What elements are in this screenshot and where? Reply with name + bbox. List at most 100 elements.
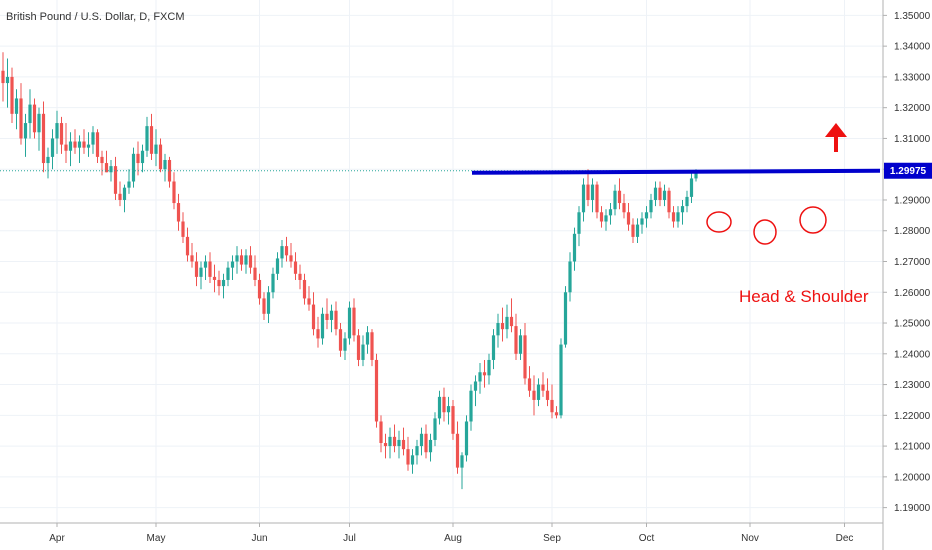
candle-body (190, 255, 194, 262)
candle-body (410, 455, 415, 465)
candle-bullish (464, 415, 469, 462)
candle-body (401, 439, 406, 450)
chart-title: British Pound / U.S. Dollar, D, FXCM (6, 11, 185, 23)
candle-body (352, 307, 356, 336)
candle-bullish (199, 261, 203, 290)
candle-body (473, 381, 478, 391)
candle-body (311, 304, 316, 330)
neckline-line (471, 168, 881, 175)
candle-body (140, 150, 145, 164)
candle-body (478, 372, 482, 382)
price-tick-label: 1.25000 (894, 319, 931, 330)
candle-body (64, 144, 68, 151)
candle-bearish (95, 129, 100, 164)
candle-bearish (10, 67, 14, 124)
candle-bullish (536, 378, 541, 407)
candle-bullish (397, 430, 401, 459)
candle-body (460, 455, 464, 468)
candle-bullish (491, 329, 496, 370)
candle-bearish (1, 52, 5, 102)
candle-bearish (212, 264, 217, 293)
candle-body (613, 190, 617, 210)
price-tick-label: 1.35000 (894, 11, 931, 22)
candle-bearish (356, 329, 361, 367)
candle-body (185, 236, 190, 256)
candle-body (194, 261, 199, 277)
candle-bullish (478, 363, 482, 394)
time-tick-label: Jun (251, 533, 267, 544)
candle-body (635, 224, 640, 237)
candle-body (370, 332, 374, 360)
candle-body (626, 212, 631, 225)
candle-body (622, 203, 626, 213)
time-axis[interactable]: Apr May Jun Jul Aug Sep Oct Nov Dec (49, 523, 853, 544)
candle-bearish (185, 227, 190, 262)
candle-body (365, 332, 370, 345)
time-tick-label: Aug (444, 533, 462, 544)
candle-body (208, 261, 212, 277)
candle-bearish (113, 156, 118, 200)
candle-body (361, 344, 365, 360)
candle-bullish (329, 304, 334, 333)
price-tick-label: 1.29000 (894, 195, 931, 206)
candle-bearish (217, 270, 221, 296)
candle-bullish (347, 301, 352, 345)
candle-bullish (433, 412, 437, 447)
candle-bearish (253, 255, 257, 287)
candle-bearish (248, 246, 253, 274)
candle-bullish (271, 267, 275, 299)
candle-body (464, 421, 469, 456)
candle-bullish (343, 332, 347, 360)
candle-bullish (640, 212, 644, 234)
candle-body (253, 267, 257, 280)
candle-body (437, 396, 442, 419)
candle-body (23, 123, 28, 139)
candle-bullish (361, 335, 365, 367)
candle-bullish (676, 206, 680, 228)
candle-body (469, 390, 473, 422)
candle-bearish (82, 129, 86, 154)
candle-body (118, 193, 122, 200)
candle-body (482, 372, 487, 376)
candle-bullish (419, 427, 424, 456)
time-tick-label: Oct (639, 533, 655, 544)
candle-bearish (455, 421, 460, 474)
price-tick-label: 1.20000 (894, 472, 931, 483)
time-tick-label: Jul (343, 533, 356, 544)
current-price-label: 1.29975 (890, 166, 927, 177)
candle-body (181, 221, 185, 237)
candle-body (248, 255, 253, 268)
candle-bearish (667, 187, 671, 219)
candle-bullish (460, 452, 464, 490)
candle-body (581, 184, 586, 213)
candle-body (73, 141, 77, 148)
candle-bearish (32, 98, 37, 139)
candle-bearish (325, 298, 329, 330)
candle-body (649, 199, 653, 213)
candle-bullish (613, 184, 617, 216)
candle-bullish (37, 107, 41, 151)
candle-body (55, 123, 59, 139)
candle-bullish (428, 433, 433, 462)
candle-bullish (649, 193, 653, 219)
candle-bullish (226, 261, 230, 287)
candle-bearish (509, 298, 514, 333)
candle-body (113, 166, 118, 194)
candle-bullish (496, 313, 500, 348)
candle-body (46, 156, 50, 164)
candle-body (325, 313, 329, 320)
candle-bearish (64, 123, 68, 164)
candle-bearish (523, 323, 527, 385)
candle-bearish (262, 292, 266, 320)
price-axis[interactable]: 1.19000 1.20000 1.21000 1.22000 1.23000 1.240… (883, 11, 931, 514)
candle-body (10, 76, 14, 114)
candle-body (1, 70, 5, 84)
price-tick-label: 1.23000 (894, 380, 931, 391)
candle-body (127, 181, 131, 188)
candle-body (167, 159, 172, 182)
candle-bullish (388, 427, 392, 459)
candle-body (221, 279, 226, 287)
candle-bullish (280, 239, 284, 268)
candle-body (32, 104, 37, 133)
time-tick-label: Nov (741, 533, 759, 544)
